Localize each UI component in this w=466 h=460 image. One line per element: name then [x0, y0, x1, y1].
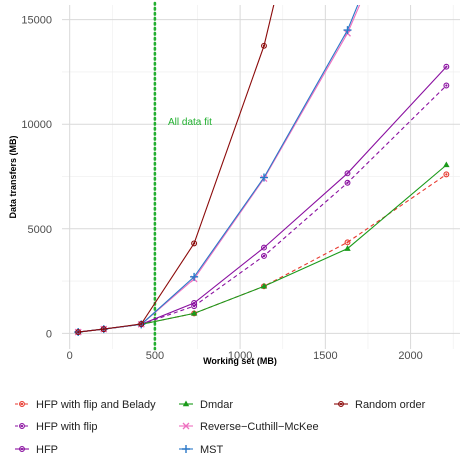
x-tick-label: 1000: [228, 350, 252, 362]
series-1: [75, 82, 450, 336]
legend: HFP with flip and Belady HFP with flip HFP…: [15, 399, 426, 456]
series-0: [75, 171, 450, 336]
legend-label: Random order: [355, 399, 426, 411]
data-point-dot: [77, 330, 80, 334]
y-tick-label: 5000: [28, 224, 52, 236]
y-tick-label: 15000: [21, 15, 52, 27]
legend-item: HFP with flip: [15, 421, 98, 433]
data-point-dot: [192, 242, 196, 245]
legend-item: Reverse−Cuthill−McKee: [179, 421, 319, 433]
data-point-dot: [192, 301, 196, 305]
series-4: [74, 5, 361, 336]
series-2: [75, 63, 450, 336]
legend-marker-dot: [20, 424, 24, 428]
y-tick-label: 10000: [21, 119, 52, 131]
y-tick-label: 0: [46, 328, 52, 340]
data-point: [191, 300, 198, 306]
data-point-dot: [102, 328, 105, 331]
data-point-dot: [140, 322, 143, 326]
legend-marker: [338, 401, 344, 407]
data-point: [261, 42, 267, 49]
data-point: [344, 170, 351, 177]
legend-marker: [19, 423, 25, 429]
series-line: [78, 5, 275, 333]
legend-item: MST: [179, 444, 224, 456]
data-point: [261, 252, 267, 259]
data-point-dot: [445, 65, 448, 68]
series-3: [74, 161, 450, 335]
data-point: [344, 245, 351, 251]
data-point: [344, 239, 351, 246]
data-point: [344, 179, 351, 186]
legend-marker: [182, 400, 190, 407]
data-point: [259, 173, 268, 182]
data-point: [261, 244, 267, 251]
series-line: [78, 5, 361, 333]
data-point: [100, 326, 107, 333]
legend-item: Random order: [334, 399, 426, 411]
legend-label: Reverse−Cuthill−McKee: [200, 421, 319, 433]
grid-lines: [62, 5, 460, 349]
x-tick-label: 0: [67, 350, 73, 362]
x-tick-label: 500: [146, 350, 164, 362]
legend-label: HFP with flip and Belady: [36, 399, 156, 411]
data-point-dot: [445, 84, 448, 87]
legend-marker-dot: [20, 402, 24, 406]
legend-marker: [182, 445, 190, 453]
data-point: [343, 26, 352, 35]
series-line: [78, 85, 447, 333]
x-tick-label: 1500: [313, 350, 337, 362]
series-line: [78, 173, 447, 333]
legend-item: HFP: [15, 444, 58, 456]
data-point: [443, 171, 450, 178]
data-point-dot: [346, 241, 349, 244]
data-point: [190, 272, 199, 281]
legend-marker-dot: [20, 447, 24, 451]
data-point: [443, 63, 450, 70]
data-point: [260, 282, 268, 289]
data-point: [138, 320, 145, 327]
x-tick-label: 2000: [398, 350, 422, 362]
data-point-dot: [445, 173, 448, 176]
legend-item: HFP with flip and Belady: [15, 399, 156, 411]
data-point: [443, 82, 450, 89]
x-axis-title: Working set (MB): [203, 356, 277, 366]
series-layer: [74, 5, 450, 337]
series-6: [75, 5, 275, 336]
legend-marker: [182, 422, 190, 430]
axis-ticks: 0 500 1000 1500 2000 0 5000 10000 15000: [21, 15, 422, 362]
data-point: [191, 240, 198, 247]
reference-line-label: All data fit: [168, 117, 212, 128]
legend-label: HFP: [36, 444, 58, 456]
data-point-dot: [262, 254, 266, 258]
series-line: [78, 5, 359, 333]
data-point: [75, 329, 82, 336]
data-point: [443, 161, 450, 168]
legend-item: Dmdar: [179, 399, 233, 411]
legend-marker: [19, 401, 25, 407]
legend-marker: [19, 446, 25, 452]
legend-label: MST: [200, 444, 224, 456]
series-line: [78, 66, 447, 333]
data-point-dot: [262, 246, 266, 249]
legend-marker-dot: [339, 402, 343, 406]
y-axis-title: Data transfers (MB): [8, 135, 18, 218]
series-5: [74, 5, 359, 337]
legend-label: HFP with flip: [36, 421, 98, 433]
legend-label: Dmdar: [200, 399, 233, 411]
data-point: [190, 309, 198, 316]
data-point-dot: [346, 181, 349, 184]
data-point-dot: [262, 44, 266, 47]
data-point-dot: [346, 172, 349, 175]
